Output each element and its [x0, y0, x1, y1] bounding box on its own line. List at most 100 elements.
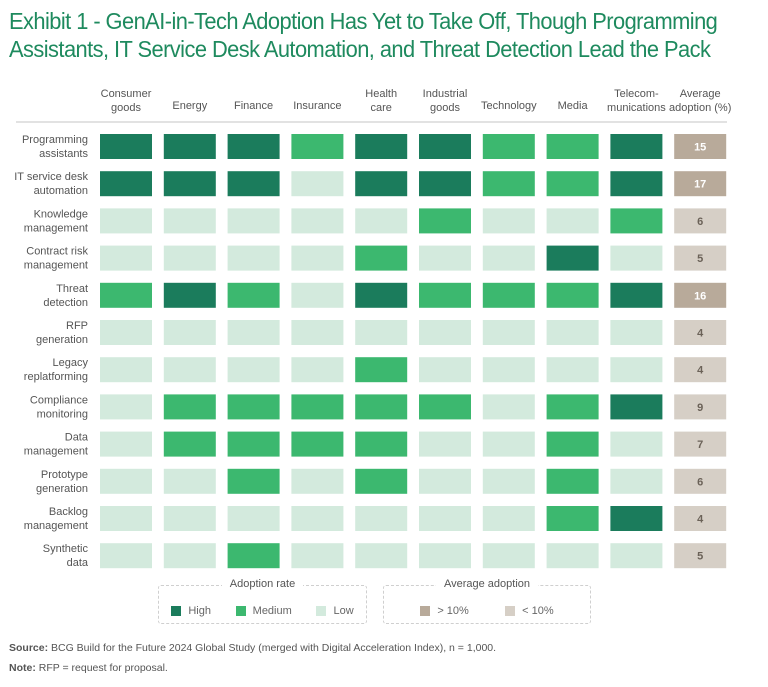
heatmap-cell: [355, 468, 408, 494]
heatmap-cell: [227, 543, 280, 569]
heatmap-cell: [419, 506, 471, 531]
average-cell: [674, 245, 727, 271]
average-cell: [674, 543, 727, 569]
row-label: Prototype: [41, 469, 88, 481]
legend-label: Low: [333, 605, 354, 617]
heatmap-cell: [227, 134, 280, 159]
heatmap-cell: [610, 282, 663, 308]
heatmap-cell: [482, 357, 535, 383]
column-header-finance: Finance: [234, 100, 273, 112]
source-note: Source: BCG Build for the Future 2024 Gl…: [9, 642, 496, 654]
row-label: Threat: [56, 283, 88, 295]
column-headers: Consumer goods Energy Finance Insurance Healt…: [101, 88, 732, 114]
heatmap-cell: [419, 245, 471, 271]
average-cell: [674, 506, 727, 531]
average-cell: [674, 468, 727, 494]
row-label: management: [24, 260, 88, 272]
heatmap-cell: [610, 431, 663, 457]
chart-title-line-2: Assistants, IT Service Desk Automation, …: [9, 36, 711, 62]
heatmap-cell: [355, 320, 408, 345]
heatmap-cell: [482, 543, 535, 569]
average-value: 4: [697, 365, 704, 377]
column-header-energy: Energy: [172, 100, 207, 112]
heatmap-cell: [291, 245, 344, 271]
heatmap-cell: [610, 468, 663, 494]
heatmap-cell: [163, 468, 216, 494]
legend-item-avg_low: < 10%: [505, 605, 554, 617]
heatmap-cell: [546, 357, 599, 383]
heatmap-cell: [100, 282, 152, 308]
row-label: data: [67, 557, 89, 569]
legend-swatch: [505, 606, 516, 616]
heatmap-cell: [355, 134, 408, 159]
heatmap-chart: Consumer goods Energy Finance Insurance Healt…: [14, 88, 732, 569]
heatmap-cell: [100, 245, 152, 271]
row-label: generation: [36, 334, 88, 346]
heatmap-cell: [546, 506, 599, 531]
heatmap-cell: [163, 394, 216, 420]
heatmap-cell: [163, 506, 216, 531]
source-label: Source:: [9, 642, 49, 654]
legend-average-title: Average adoption: [435, 578, 539, 590]
row-label: monitoring: [37, 408, 88, 420]
note-text: RFP = request for proposal.: [35, 662, 168, 674]
row-label: Synthetic: [43, 543, 89, 555]
heatmap-cell: [419, 543, 471, 569]
heatmap-cell: [482, 245, 535, 271]
heatmap-cell: [355, 394, 408, 420]
heatmap-cell: [482, 208, 535, 234]
heatmap-cell: [163, 245, 216, 271]
footnote: Note: RFP = request for proposal.: [9, 662, 168, 674]
legend-label: High: [188, 605, 211, 617]
average-cell: [674, 431, 727, 457]
average-value: 15: [694, 142, 706, 154]
legend-swatch: [235, 606, 246, 616]
heatmap-cell: [291, 543, 344, 569]
heatmap-cell: [291, 468, 344, 494]
heatmap-cell: [546, 134, 599, 159]
row-label: management: [24, 446, 88, 458]
heatmap-cell: [419, 394, 471, 420]
average-value: 4: [697, 514, 704, 526]
heatmap-cell: [227, 506, 280, 531]
average-value: 17: [694, 179, 706, 191]
row-label: detection: [43, 297, 88, 309]
note-label: Note:: [9, 662, 36, 674]
heatmap-cell: [419, 357, 471, 383]
heatmap-cell: [100, 320, 152, 345]
heatmap-cell: [610, 543, 663, 569]
legend-adoption-rate: Adoption rate High Medium Low: [158, 578, 367, 624]
heatmap-cell: [227, 320, 280, 345]
chart-title: Exhibit 1 - GenAI-in-Tech Adoption Has Y…: [9, 7, 718, 63]
heatmap-cell: [163, 134, 216, 159]
heatmap-cell: [610, 134, 663, 159]
legend-adoption-title: Adoption rate: [221, 578, 304, 590]
column-header-consumer_goods: Consumer: [101, 88, 152, 100]
row-label: Programming: [22, 134, 88, 146]
heatmap-cell: [100, 543, 152, 569]
legend-average-adoption: Average adoption > 10% < 10%: [383, 578, 591, 624]
heatmap-cell: [419, 282, 471, 308]
heatmap-cell: [419, 208, 471, 234]
heatmap-cell: [546, 320, 599, 345]
row-label: Data: [65, 432, 89, 444]
heatmap-cell: [100, 171, 152, 197]
heatmap-cell: [419, 320, 471, 345]
heatmap-cell: [546, 282, 599, 308]
heatmap-cell: [546, 394, 599, 420]
heatmap-cell: [163, 543, 216, 569]
heatmap-cell: [291, 134, 344, 159]
average-cell: [674, 171, 727, 197]
row-label: assistants: [39, 148, 88, 160]
average-value: 4: [697, 328, 704, 340]
heatmap-cell: [610, 394, 663, 420]
heatmap-cell: [163, 208, 216, 234]
heatmap-cell: [100, 394, 152, 420]
legend-swatch: [171, 606, 182, 616]
average-value: 5: [697, 253, 703, 265]
heatmap-cell: [227, 468, 280, 494]
heatmap-cell: [419, 468, 471, 494]
row-label: automation: [34, 185, 88, 197]
heatmap-cell: [100, 468, 152, 494]
heatmap-cell: [482, 394, 535, 420]
